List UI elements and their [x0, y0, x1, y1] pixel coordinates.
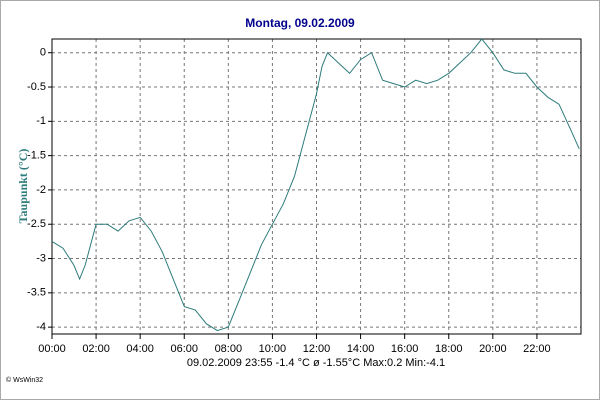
y-tick-label: -0.5 — [27, 81, 46, 93]
y-tick-label: -2 — [36, 184, 46, 196]
y-tick-label: 0 — [40, 47, 46, 59]
y-axis-label: Taupunkt (°C) — [16, 149, 30, 224]
y-tick-label: -3 — [36, 252, 46, 264]
y-tick-label: -2.5 — [27, 218, 46, 230]
copyright: © WsWin32 — [6, 376, 43, 384]
plot-area — [51, 38, 582, 335]
x-tick-label: 20:00 — [479, 343, 507, 355]
chart-title: Montag, 09.02.2009 — [245, 16, 355, 30]
x-tick-label: 00:00 — [38, 343, 66, 355]
x-tick-label: 08:00 — [215, 343, 243, 355]
y-tick-label: -1.5 — [27, 150, 46, 162]
line-series — [51, 38, 580, 332]
x-tick-label: 06:00 — [170, 343, 198, 355]
x-tick-label: 02:00 — [82, 343, 110, 355]
x-tick-label: 22:00 — [523, 343, 551, 355]
x-tick-label: 16:00 — [391, 343, 419, 355]
x-tick-label: 18:00 — [435, 343, 463, 355]
x-tick-label: 14:00 — [347, 343, 375, 355]
footer: 09.02.2009 23:55 -1.4 °C ø -1.55°C Max:0… — [187, 357, 445, 369]
y-tick-label: -3.5 — [27, 287, 46, 299]
x-tick-label: 04:00 — [126, 343, 154, 355]
x-tick-label: 10:00 — [259, 343, 287, 355]
x-tick-label: 12:00 — [303, 343, 331, 355]
y-tick-label: -1 — [36, 115, 46, 127]
y-tick-label: -4 — [36, 321, 46, 333]
